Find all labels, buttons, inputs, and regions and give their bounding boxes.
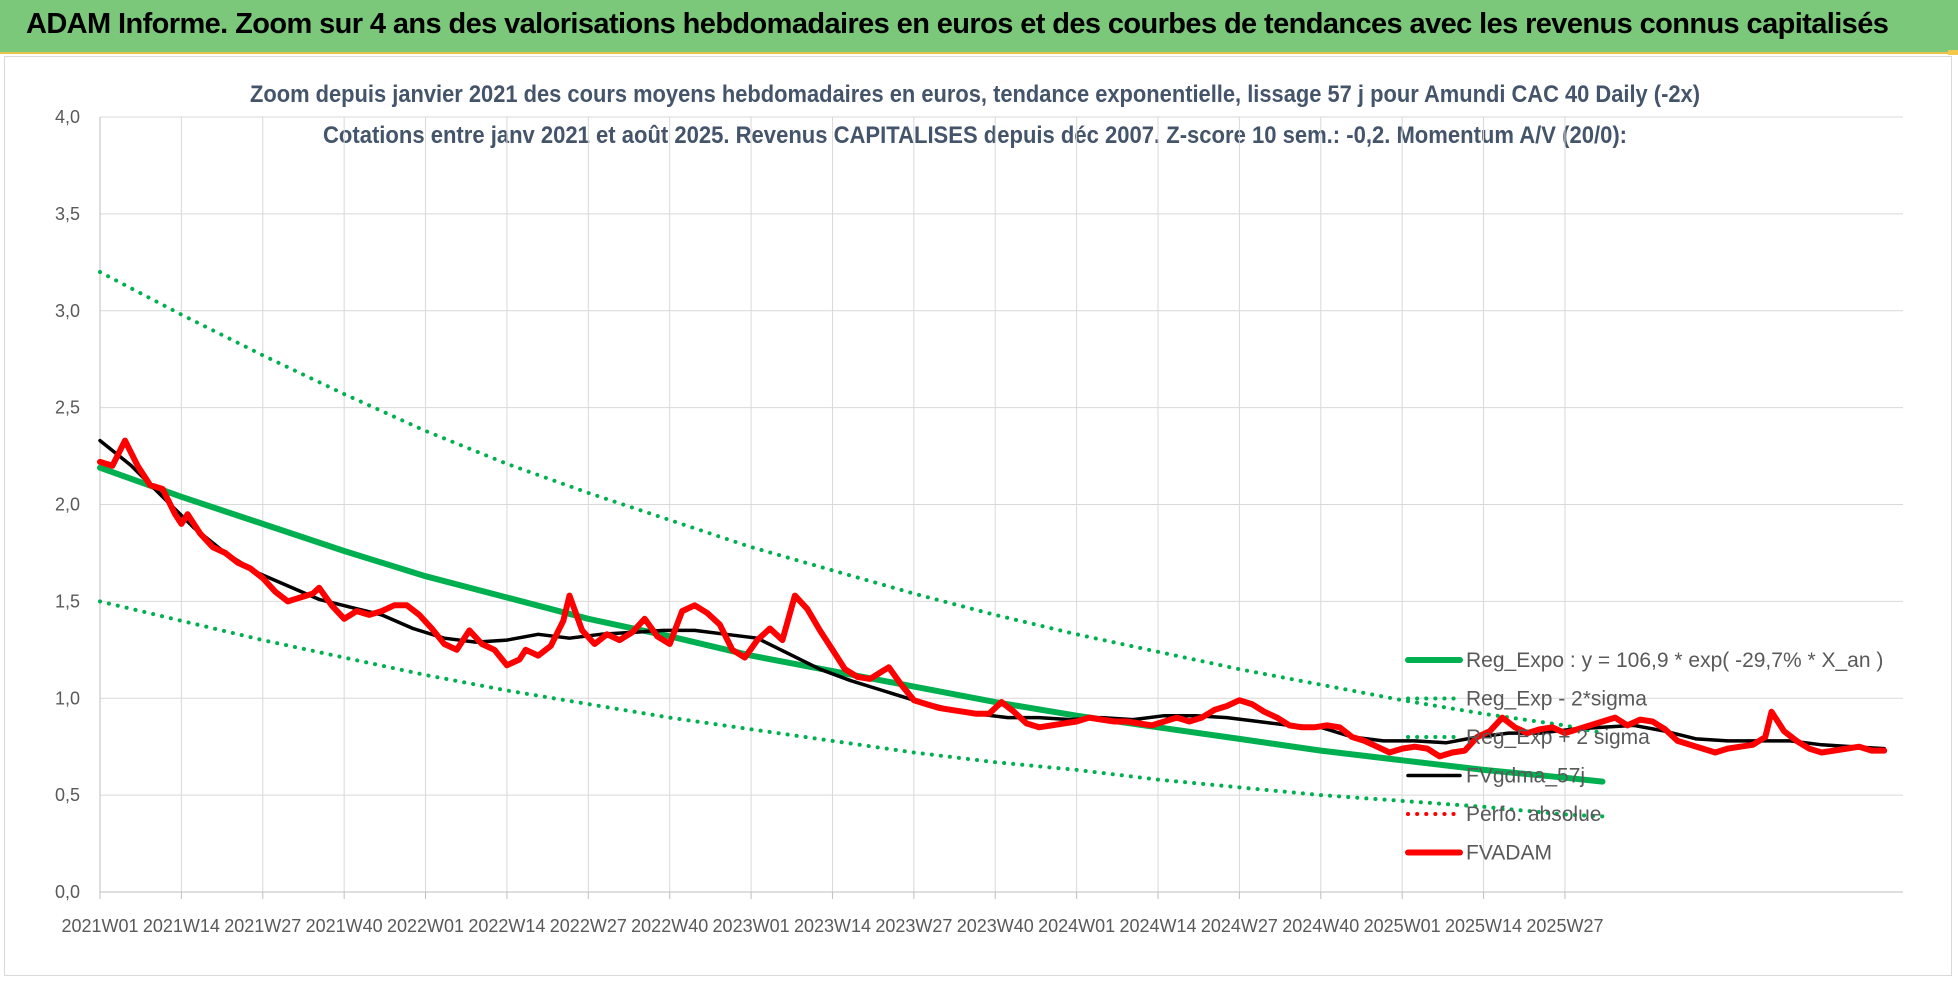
series-line <box>98 599 1605 819</box>
x-tick-label: 2024W40 <box>1282 916 1359 936</box>
legend-label: FVADAM <box>1466 842 1552 865</box>
legend-label: Reg_Exp - 2*sigma <box>1466 688 1647 711</box>
legend-label: FVgdma_57j <box>1466 765 1585 788</box>
x-tick-label: 2021W27 <box>224 916 301 936</box>
x-tick-label: 2023W01 <box>713 916 790 936</box>
series-lines <box>97 270 1888 819</box>
legend-label: Reg_Exp + 2 sigma <box>1466 726 1650 749</box>
y-tick-label: 0,5 <box>55 785 80 805</box>
x-tick-label: 2022W27 <box>550 916 627 936</box>
x-tick-label: 2022W01 <box>387 916 464 936</box>
x-tick-label: 2024W27 <box>1201 916 1278 936</box>
y-tick-label: 3,0 <box>55 301 80 321</box>
x-tick-label: 2022W14 <box>468 916 545 936</box>
legend: Reg_Expo : y = 106,9 * exp( -29,7% * X_a… <box>1405 649 1883 865</box>
x-tick-label: 2023W14 <box>794 916 871 936</box>
legend-label: Reg_Expo : y = 106,9 * exp( -29,7% * X_a… <box>1466 649 1883 672</box>
series-line <box>97 437 1888 760</box>
x-tick-label: 2024W01 <box>1038 916 1115 936</box>
x-tick-label: 2021W14 <box>143 916 220 936</box>
x-tick-label: 2021W01 <box>61 916 138 936</box>
legend-label: Perfo. absolue <box>1466 803 1601 826</box>
x-tick-label: 2024W14 <box>1119 916 1196 936</box>
gridlines <box>100 116 1903 892</box>
x-tick-label: 2022W40 <box>631 916 708 936</box>
x-tick-label: 2025W27 <box>1526 916 1603 936</box>
x-tick-label: 2021W40 <box>306 916 383 936</box>
x-tick-label: 2023W40 <box>957 916 1034 936</box>
y-tick-label: 1,5 <box>55 591 80 611</box>
y-tick-label: 3,5 <box>55 204 80 224</box>
series-line <box>97 464 1606 785</box>
x-tick-label: 2023W27 <box>875 916 952 936</box>
x-tick-label: 2025W01 <box>1364 916 1441 936</box>
chart-subtitle: Cotations entre janv 2021 et août 2025. … <box>323 122 1627 149</box>
y-tick-label: 1,0 <box>55 688 80 708</box>
y-tick-label: 4,0 <box>55 107 80 127</box>
report-title: ADAM Informe. Zoom sur 4 ans des valoris… <box>26 8 1889 40</box>
frame-corner-mark <box>1948 50 1958 55</box>
y-tick-label: 2,5 <box>55 398 80 418</box>
x-axis: 2021W01 2021W14 2021W27 2021W40 2022W01 2022W… <box>61 891 1903 936</box>
header-banner: ADAM Informe. Zoom sur 4 ans des valoris… <box>0 0 1958 54</box>
y-tick-label: 2,0 <box>55 495 80 515</box>
y-axis: 0,0 0,5 1,0 1,5 2,0 2,5 3,0 3,5 4,0 <box>55 107 101 902</box>
y-tick-label: 0,0 <box>55 882 80 902</box>
x-tick-label: 2025W14 <box>1445 916 1522 936</box>
chart-frame <box>4 56 1952 976</box>
chart-title: Zoom depuis janvier 2021 des cours moyen… <box>250 81 1700 108</box>
series-line <box>98 270 1605 736</box>
